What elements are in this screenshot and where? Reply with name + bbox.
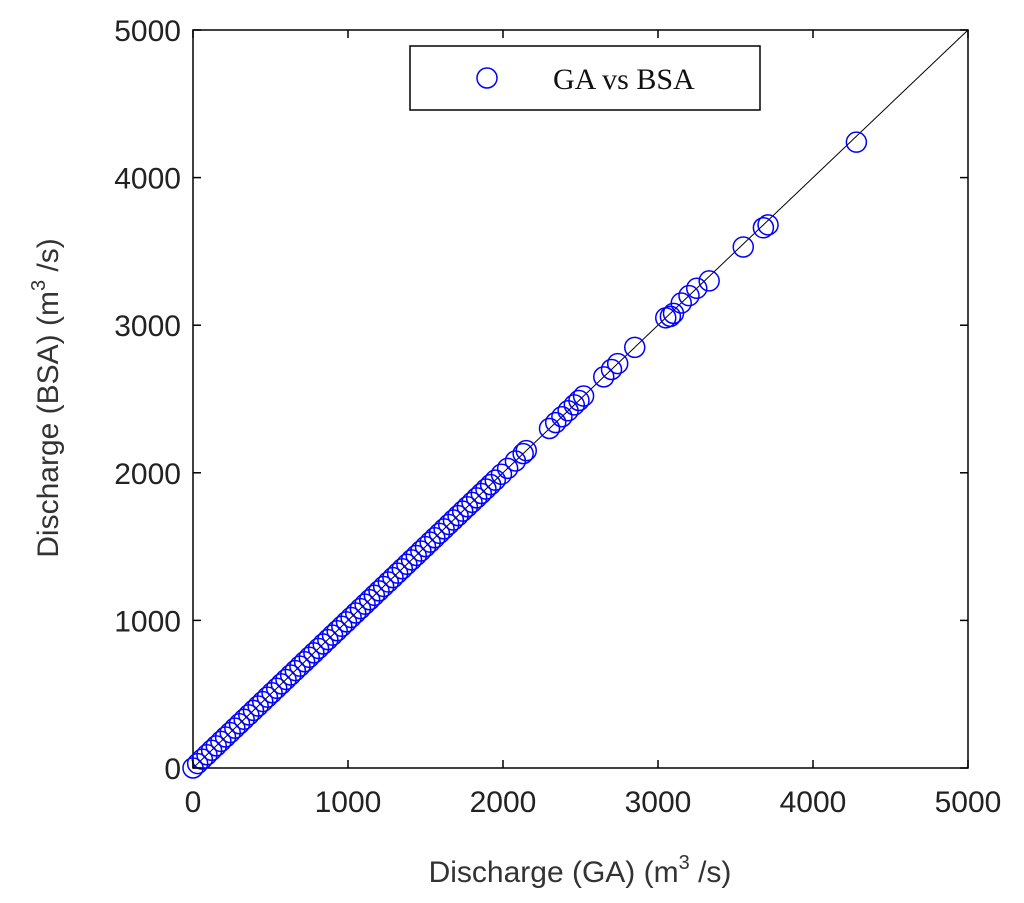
data-point	[544, 411, 567, 434]
y-tick-label: 3000	[114, 310, 181, 343]
data-point	[752, 217, 775, 239]
legend-marker-circle-icon	[476, 67, 498, 89]
x-tick-label: 2000	[470, 786, 537, 819]
legend: GA vs BSA	[409, 45, 761, 111]
x-tick-label: 1000	[315, 786, 382, 819]
data-point	[551, 405, 573, 428]
data-point	[670, 292, 692, 314]
y-tick-label: 2000	[114, 458, 181, 491]
y-axis-title-tail: /s)	[32, 238, 65, 280]
legend-label: GA vs BSA	[553, 63, 695, 96]
y-tick-label: 0	[164, 753, 181, 786]
x-axis-title-main: Discharge (GA) (m	[429, 856, 679, 889]
data-point	[624, 336, 646, 359]
data-point	[515, 439, 537, 462]
x-axis-title: Discharge (GA) (m3 /s)	[429, 852, 732, 889]
x-axis-ticks: 0 1000 2000 3000 4000 5000	[185, 30, 1002, 819]
y-axis-title-main: Discharge (BSA) (m	[32, 291, 65, 558]
data-point	[512, 442, 534, 465]
plot-area	[182, 29, 969, 779]
data-point	[496, 457, 519, 480]
y-axis-ticks: 0 1000 2000 3000 4000 5000	[114, 15, 968, 786]
legend-box	[409, 45, 761, 111]
x-tick-label: 4000	[780, 786, 847, 819]
data-point	[732, 236, 754, 258]
y-tick-label: 1000	[114, 605, 181, 638]
reference-line	[192, 29, 969, 769]
x-tick-label: 5000	[935, 786, 1002, 819]
data-point	[659, 305, 682, 328]
data-point	[572, 385, 595, 407]
data-point	[484, 469, 506, 491]
data-point	[757, 214, 779, 236]
x-axis-title-tail: /s)	[690, 856, 732, 889]
x-axis-title-superscript: 3	[679, 852, 690, 874]
data-point	[600, 358, 623, 381]
data-point	[678, 284, 700, 307]
data-point	[593, 366, 615, 388]
x-tick-label: 0	[185, 786, 202, 819]
data-point	[606, 352, 629, 375]
data-point	[845, 131, 868, 153]
plot-frame	[192, 29, 969, 769]
x-tick-label: 3000	[625, 786, 692, 819]
data-point	[686, 277, 708, 300]
data-point	[568, 389, 590, 412]
data-point	[538, 417, 561, 440]
y-tick-label: 4000	[114, 163, 181, 196]
data-point	[698, 270, 720, 292]
y-tick-label: 5000	[114, 15, 181, 48]
data-point	[490, 463, 513, 486]
y-axis-title: Discharge (BSA) (m3 /s)	[28, 238, 65, 558]
y-axis-title-superscript: 3	[28, 280, 50, 291]
